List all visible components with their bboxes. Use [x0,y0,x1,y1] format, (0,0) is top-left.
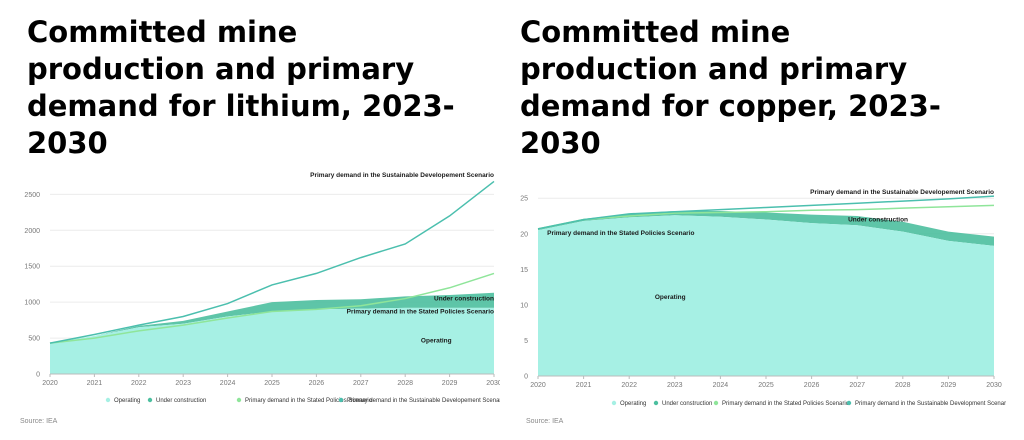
sustainable-development-demand-line [49,180,495,344]
source-label: Source: IEA [526,418,564,425]
y-tick-label: 0 [36,372,40,379]
legend-swatch [846,400,852,406]
y-tick-label: 2000 [24,228,40,235]
legend-swatch [653,400,659,406]
x-tick-label: 2023 [175,380,191,387]
legend-swatch [236,397,242,403]
x-tick-label: 2027 [849,382,865,389]
legend-swatch [713,400,719,406]
x-tick-label: 2021 [87,380,103,387]
y-tick-label: 25 [520,196,528,203]
legend-entry: Under construction [662,401,712,407]
x-tick-label: 2020 [530,382,546,389]
x-tick-label: 2022 [621,382,637,389]
x-tick-label: 2024 [220,380,236,387]
under-construction-area [50,292,494,344]
y-tick-label: 1000 [24,300,40,307]
x-tick-label: 2026 [309,380,325,387]
y-tick-label: 10 [520,302,528,309]
legend-entry: Primary demand in the Sustainable Develo… [347,398,500,404]
chart-title: Committed mine production and primary de… [27,15,455,160]
y-tick-label: 2500 [24,192,40,199]
legend-entry: Operating [114,398,140,404]
under-construction-area [538,211,994,246]
series-annotation: Operating [655,294,686,301]
y-tick-label: 0 [524,374,528,381]
copper-chart-panel: Committed mine production and primary de… [506,0,1006,440]
x-tick-label: 2027 [353,380,369,387]
x-tick-label: 2021 [576,382,592,389]
lithium-chart: 0 500 1000 1500 2000 2500 2020 2021 2022 2023 2024… [24,172,500,404]
x-tick-label: 2029 [941,382,957,389]
chart-title: Committed mine production and primary de… [520,15,941,160]
x-tick-label: 2022 [131,380,147,387]
legend-swatch [338,397,344,403]
legend-entry: Primary demand in the Stated Policies Sc… [722,401,850,407]
legend-entry: Primary demand in the Stated Policies Sc… [245,398,373,404]
series-annotation: Primary demand in the Stated Policies Sc… [347,309,494,316]
x-tick-label: 2030 [986,382,1002,389]
legend-entry: Operating [620,401,646,407]
x-tick-label: 2024 [713,382,729,389]
series-annotation: Primary demand in the Sustainable Develo… [810,189,994,196]
x-tick-label: 2025 [264,380,280,387]
x-tick-label: 2028 [895,382,911,389]
x-tick-label: 2028 [397,380,413,387]
legend-swatch [105,397,111,403]
series-annotation: Under construction [848,217,908,224]
series-annotation: Operating [421,337,452,344]
y-tick-label: 20 [520,231,528,238]
operating-area [50,307,494,374]
y-tick-label: 15 [520,267,528,274]
y-tick-label: 5 [524,338,528,345]
series-annotation: Under construction [434,296,494,303]
sustainable-development-demand-line [537,195,995,230]
x-tick-label: 2029 [442,380,458,387]
stated-policies-demand-line [49,272,495,344]
legend-entry: Primary demand in the Sustainable Develo… [855,401,1006,407]
y-tick-label: 500 [28,336,40,343]
x-tick-label: 2025 [758,382,774,389]
legend-entry: Under construction [156,398,206,404]
stated-policies-demand-line [537,204,995,230]
operating-area [538,215,994,376]
x-tick-label: 2020 [42,380,58,387]
y-tick-label: 1500 [24,264,40,271]
x-tick-label: 2023 [667,382,683,389]
x-tick-label: 2030 [486,380,500,387]
series-annotation: Primary demand in the Sustainable Develo… [310,172,494,179]
legend-swatch [611,400,617,406]
source-label: Source: IEA [20,418,58,425]
lithium-chart-panel: Committed mine production and primary de… [0,0,500,440]
x-tick-label: 2026 [804,382,820,389]
series-annotation: Primary demand in the Stated Policies Sc… [547,230,694,237]
legend-swatch [147,397,153,403]
